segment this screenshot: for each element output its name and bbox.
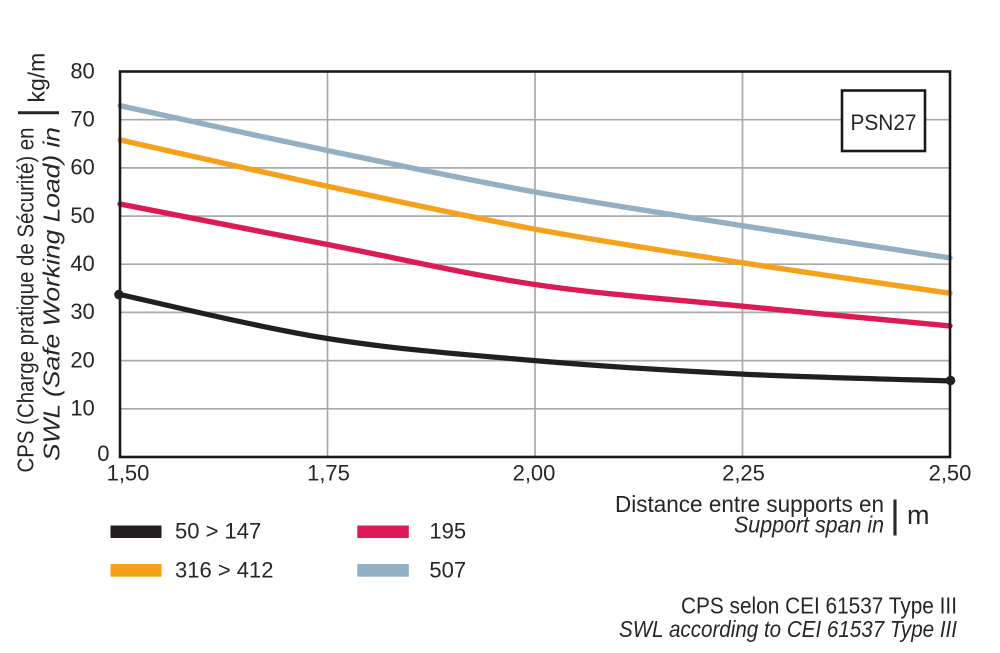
svg-text:80: 80 — [70, 58, 94, 83]
svg-text:m: m — [907, 500, 930, 530]
svg-text:50: 50 — [70, 203, 94, 228]
svg-text:30: 30 — [70, 299, 94, 324]
svg-text:2,25: 2,25 — [722, 461, 765, 486]
svg-text:CPS (Charge pratique de Sécuri: CPS (Charge pratique de Sécurité) en — [13, 128, 39, 473]
svg-text:50 > 147: 50 > 147 — [175, 519, 261, 544]
svg-text:SWL (Safe Working Load) in: SWL (Safe Working Load) in — [39, 127, 65, 461]
svg-text:507: 507 — [429, 557, 466, 582]
svg-text:2,50: 2,50 — [929, 461, 972, 486]
svg-text:Distance entre supports en: Distance entre supports en — [615, 491, 884, 517]
svg-text:1,75: 1,75 — [307, 461, 350, 486]
svg-text:20: 20 — [70, 347, 94, 372]
svg-text:SWL according to CEI 61537 Typ: SWL according to CEI 61537 Type III — [619, 616, 958, 642]
svg-text:Support span in: Support span in — [734, 512, 884, 538]
svg-text:PSN27: PSN27 — [851, 110, 917, 135]
svg-text:CPS selon CEI 61537 Type III: CPS selon CEI 61537 Type III — [681, 593, 957, 619]
svg-text:70: 70 — [70, 107, 94, 132]
svg-text:60: 60 — [70, 155, 94, 180]
svg-text:2,00: 2,00 — [513, 461, 556, 486]
svg-text:1,50: 1,50 — [107, 461, 150, 486]
svg-text:40: 40 — [70, 251, 94, 276]
svg-text:kg/m: kg/m — [24, 53, 50, 103]
svg-text:10: 10 — [70, 396, 94, 421]
svg-text:0: 0 — [97, 441, 109, 466]
svg-text:316 > 412: 316 > 412 — [175, 557, 273, 582]
svg-text:195: 195 — [429, 519, 466, 544]
